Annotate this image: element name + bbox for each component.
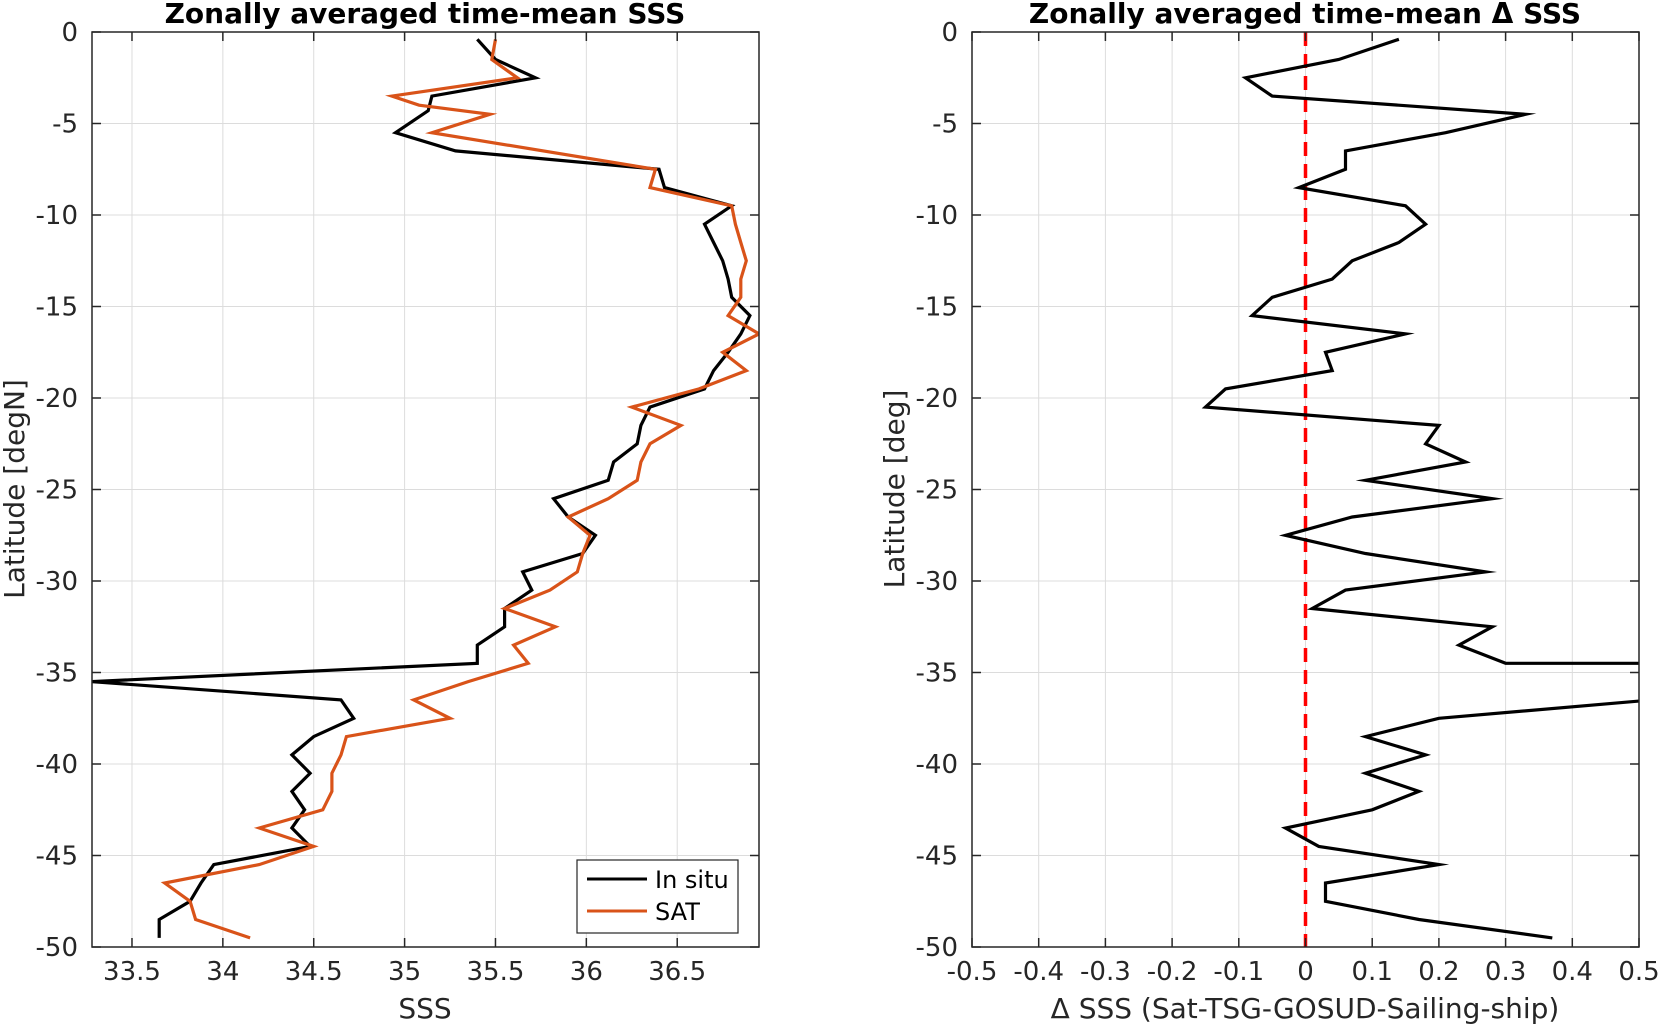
y-tick-label: -45: [36, 842, 78, 872]
x-tick-label: 34.5: [285, 957, 343, 987]
x-tick-label: -0.1: [1213, 957, 1264, 987]
x-tick-label: 0.3: [1485, 957, 1526, 987]
x-tick-label: 0.5: [1618, 957, 1659, 987]
x-tick-label: 33.5: [103, 957, 161, 987]
delta-sss-series-line: [1201, 37, 1639, 940]
x-tick-label: 0.2: [1418, 957, 1459, 987]
y-tick-label: -20: [916, 384, 958, 414]
in-situ-series-line: [92, 38, 752, 938]
legend: In situ SAT: [576, 859, 739, 934]
y-tick-label: -40: [916, 750, 958, 780]
x-axis-label: Δ SSS (Sat-TSG-GOSUD-Sailing-ship): [1051, 992, 1560, 1025]
x-axis-label: SSS: [398, 992, 451, 1025]
y-tick-label: -45: [916, 842, 958, 872]
y-tick-label: -25: [916, 476, 958, 506]
y-tick-label: -10: [36, 201, 78, 231]
y-tick-label: -5: [932, 110, 958, 140]
y-tick-label: -15: [36, 293, 78, 323]
y-tick-label: -20: [36, 384, 78, 414]
x-tick-label: -0.4: [1013, 957, 1064, 987]
x-tick-label: -0.2: [1147, 957, 1198, 987]
chart-title: Zonally averaged time-mean SSS: [165, 0, 686, 30]
x-tick-label: 36: [570, 957, 603, 987]
x-tick-label: -0.3: [1080, 957, 1131, 987]
y-tick-label: -30: [916, 567, 958, 597]
y-tick-label: -15: [916, 293, 958, 323]
x-tick-label: 36.5: [648, 957, 706, 987]
legend-label-in-situ: In situ: [655, 866, 729, 894]
right-chart: -0.5 -0.4 -0.3 -0.2 -0.1 0 0.1 0.2 0.3 0.4 0.5 0 -5 -…: [878, 0, 1660, 1025]
x-tick-label: 35.5: [467, 957, 525, 987]
x-tick-label: 35: [388, 957, 421, 987]
x-tick-label: 0.1: [1352, 957, 1393, 987]
x-tick-label: 0: [1297, 957, 1314, 987]
y-tick-label: -30: [36, 567, 78, 597]
y-tick-label: -50: [916, 933, 958, 963]
y-tick-label: 0: [941, 18, 958, 48]
legend-label-sat: SAT: [655, 898, 700, 926]
y-tick-label: -25: [36, 476, 78, 506]
x-tick-label: 34: [206, 957, 239, 987]
y-tick-label: -5: [52, 110, 78, 140]
left-chart: 33.5 34 34.5 35 35.5 36 36.5 0 -5 -10 -15 -20 -25 -30…: [0, 0, 760, 1025]
sat-series-line: [160, 39, 759, 940]
series-group: [92, 38, 759, 940]
y-tick-label: -35: [36, 659, 78, 689]
x-tick-label: 0.4: [1552, 957, 1593, 987]
series-group: [1201, 37, 1639, 940]
legend-box: [576, 859, 739, 934]
y-tick-label: 0: [61, 18, 78, 48]
y-axis-label: Latitude [deg]: [878, 390, 911, 589]
ticks: -0.5 -0.4 -0.3 -0.2 -0.1 0 0.1 0.2 0.3 0.4 0.5 0 -5 -…: [916, 18, 1660, 987]
y-tick-label: -35: [916, 659, 958, 689]
ticks: 33.5 34 34.5 35 35.5 36 36.5 0 -5 -10 -15 -20 -25 -30…: [36, 18, 759, 987]
y-tick-label: -10: [916, 201, 958, 231]
y-tick-label: -40: [36, 750, 78, 780]
x-tick-label: -0.5: [947, 957, 998, 987]
chart-title: Zonally averaged time-mean Δ SSS: [1029, 0, 1581, 30]
y-axis-label: Latitude [degN]: [0, 379, 31, 599]
y-tick-label: -50: [36, 933, 78, 963]
